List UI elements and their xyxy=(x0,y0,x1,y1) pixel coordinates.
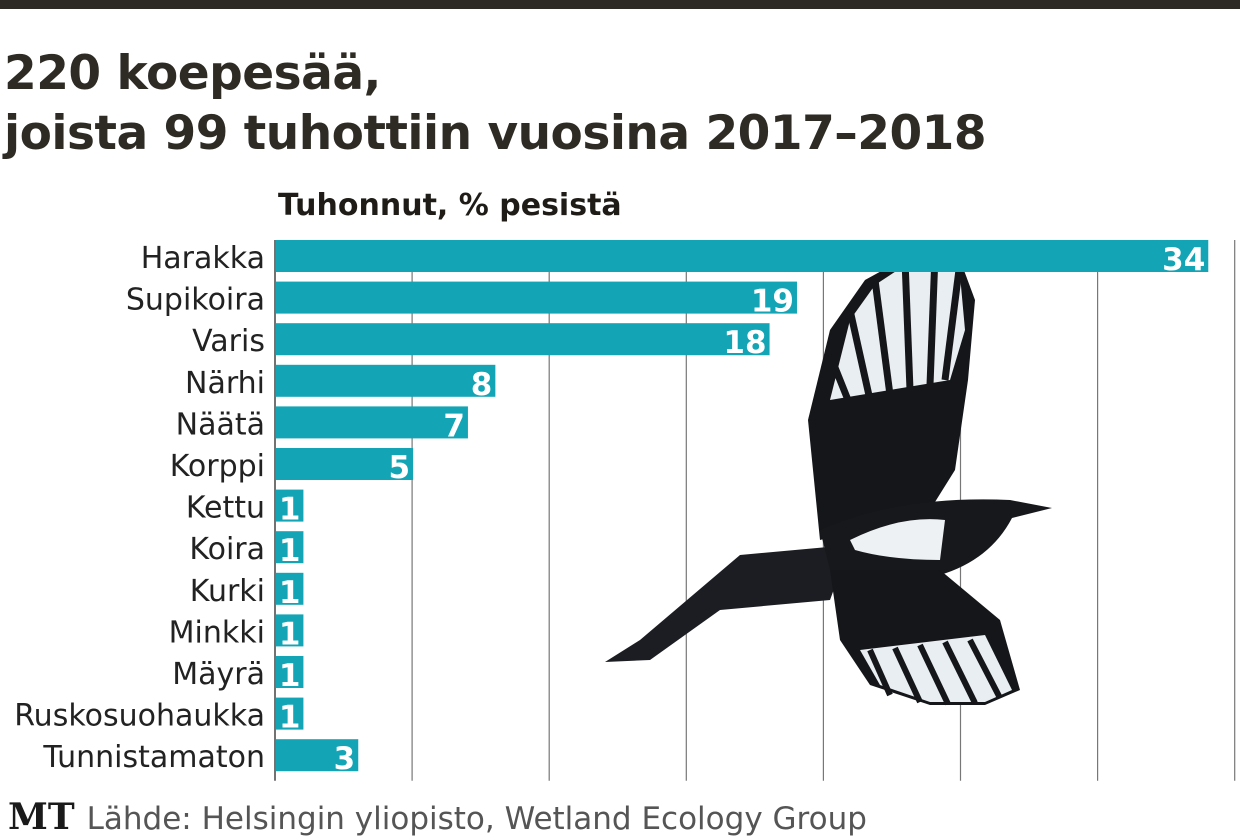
category-label: Ruskosuohaukka xyxy=(14,699,265,734)
value-label: 1 xyxy=(279,533,301,569)
bar xyxy=(276,281,797,314)
axis-label: Tuhonnut, % pesistä xyxy=(278,188,622,223)
bar xyxy=(276,406,468,439)
category-label: Minkki xyxy=(169,615,265,650)
category-label: Tunnistamaton xyxy=(42,740,265,775)
category-label: Mäyrä xyxy=(172,657,265,692)
magpie-illustration xyxy=(605,252,1052,706)
category-label: Kettu xyxy=(186,491,265,526)
bar xyxy=(276,240,1209,272)
bar xyxy=(276,656,304,688)
value-label: 8 xyxy=(471,367,493,403)
value-label: 5 xyxy=(389,450,411,486)
value-label: 18 xyxy=(723,325,766,361)
source-text: Lähde: Helsingin yliopisto, Wetland Ecol… xyxy=(86,801,867,837)
source-note: MT Lähde: Helsingin yliopisto, Wetland Ec… xyxy=(8,796,867,838)
value-label: 3 xyxy=(334,741,356,777)
category-label: Koira xyxy=(189,532,265,567)
bar xyxy=(276,489,304,522)
category-label: Harakka xyxy=(141,241,265,276)
bar xyxy=(276,697,304,730)
value-label: 19 xyxy=(751,284,794,320)
title-line-1: 220 koepesää, xyxy=(4,46,381,101)
chart-title: 220 koepesää, joista 99 tuhottiin vuosin… xyxy=(4,44,987,164)
bar xyxy=(276,448,414,480)
bar xyxy=(276,614,304,647)
category-label: Kurki xyxy=(190,574,265,609)
top-rule xyxy=(0,0,1240,9)
category-label: Närhi xyxy=(185,366,265,401)
category-label: Korppi xyxy=(170,449,265,484)
bar xyxy=(276,572,304,605)
value-label: 1 xyxy=(279,616,301,652)
bar xyxy=(276,531,304,564)
category-label: Varis xyxy=(192,324,265,359)
bar xyxy=(276,739,359,772)
mt-logo: MT xyxy=(8,796,75,838)
category-label: Supikoira xyxy=(126,283,265,318)
bar xyxy=(276,323,770,356)
value-label: 1 xyxy=(279,700,301,736)
title-line-2: joista 99 tuhottiin vuosina 2017–2018 xyxy=(4,106,987,161)
value-label: 7 xyxy=(443,408,465,444)
bar xyxy=(276,364,496,397)
value-label: 1 xyxy=(279,492,301,528)
value-label: 1 xyxy=(279,575,301,611)
category-label: Näätä xyxy=(176,407,265,442)
value-label: 34 xyxy=(1162,242,1205,278)
value-label: 1 xyxy=(279,658,301,694)
